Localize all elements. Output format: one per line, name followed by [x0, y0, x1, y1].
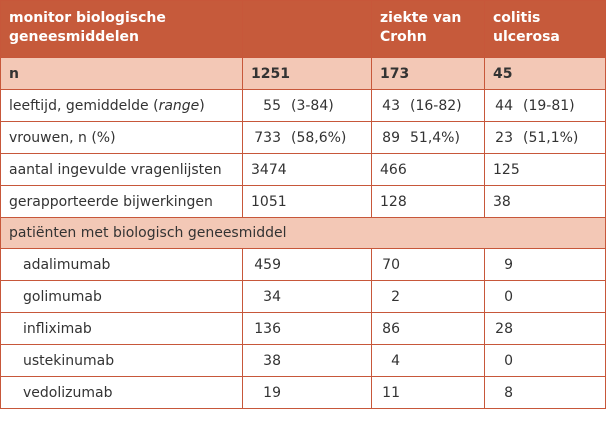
drug-name: golimumab	[1, 281, 243, 313]
drug-total: 459	[251, 257, 281, 273]
drug-crohn-cell: 86	[372, 313, 485, 345]
drug-crohn: 86	[380, 321, 400, 337]
questionnaires-label: aantal ingevulde vragenlijsten	[1, 154, 243, 186]
drug-total-cell: 19	[243, 377, 372, 409]
section-label: patiënten met biologisch geneesmiddel	[1, 218, 606, 249]
age-colitis: 44	[493, 98, 513, 114]
table-row: ustekinumab 38 4 0	[1, 345, 606, 377]
table-row: golimumab 34 2 0	[1, 281, 606, 313]
header-title: monitor biologische geneesmiddelen	[1, 1, 243, 58]
drug-colitis: 9	[493, 257, 513, 273]
drug-name: infliximab	[1, 313, 243, 345]
age-colitis-cell: 44 (19-81)	[485, 90, 606, 122]
table-row: adalimumab 459 70 9	[1, 249, 606, 281]
women-crohn: 89	[380, 130, 400, 146]
questionnaires-row: aantal ingevulde vragenlijsten 3474 466 …	[1, 154, 606, 186]
women-total: 733	[251, 130, 281, 146]
side-effects-label: gerapporteerde bijwerkingen	[1, 186, 243, 218]
drug-total: 136	[251, 321, 281, 337]
age-label: leeftijd, gemiddelde (range)	[1, 90, 243, 122]
n-label: n	[1, 58, 243, 90]
drug-crohn: 11	[380, 385, 400, 401]
drug-crohn-cell: 70	[372, 249, 485, 281]
drug-colitis: 8	[493, 385, 513, 401]
women-colitis: 23	[493, 130, 513, 146]
age-colitis-range: (19-81)	[523, 98, 575, 114]
drug-colitis-cell: 0	[485, 345, 606, 377]
age-total-range: (3-84)	[291, 98, 334, 114]
n-row: n 1251 173 45	[1, 58, 606, 90]
n-total: 1251	[243, 58, 372, 90]
drug-colitis-cell: 9	[485, 249, 606, 281]
drug-name: adalimumab	[1, 249, 243, 281]
header-crohn: ziekte van Crohn	[372, 1, 485, 58]
women-label: vrouwen, n (%)	[1, 122, 243, 154]
age-total-cell: 55 (3-84)	[243, 90, 372, 122]
women-colitis-pct: (51,1%)	[523, 130, 578, 146]
side-effects-total: 1051	[243, 186, 372, 218]
women-total-cell: 733 (58,6%)	[243, 122, 372, 154]
drug-total: 34	[251, 289, 281, 305]
drug-colitis-cell: 0	[485, 281, 606, 313]
age-crohn-cell: 43 (16-82)	[372, 90, 485, 122]
women-total-pct: (58,6%)	[291, 130, 346, 146]
drug-total-cell: 136	[243, 313, 372, 345]
n-colitis: 45	[485, 58, 606, 90]
side-effects-crohn: 128	[372, 186, 485, 218]
women-colitis-cell: 23 (51,1%)	[485, 122, 606, 154]
drug-total: 38	[251, 353, 281, 369]
drug-total-cell: 34	[243, 281, 372, 313]
drug-total-cell: 459	[243, 249, 372, 281]
n-crohn: 173	[372, 58, 485, 90]
section-row: patiënten met biologisch geneesmiddel	[1, 218, 606, 249]
biologics-monitor-table: monitor biologische geneesmiddelen ziekt…	[0, 0, 606, 409]
side-effects-colitis: 38	[485, 186, 606, 218]
age-label-suffix: )	[199, 98, 204, 114]
table-row: infliximab 136 86 28	[1, 313, 606, 345]
drug-crohn: 70	[380, 257, 400, 273]
age-total: 55	[251, 98, 281, 114]
drug-total: 19	[251, 385, 281, 401]
age-row: leeftijd, gemiddelde (range) 55 (3-84) 43…	[1, 90, 606, 122]
drug-crohn: 4	[380, 353, 400, 369]
table-row: vedolizumab 19 11 8	[1, 377, 606, 409]
drug-name: vedolizumab	[1, 377, 243, 409]
drug-colitis: 28	[493, 321, 513, 337]
women-crohn-cell: 89 51,4%)	[372, 122, 485, 154]
header-total	[243, 1, 372, 58]
age-crohn-range: (16-82)	[410, 98, 462, 114]
drug-crohn-cell: 2	[372, 281, 485, 313]
drug-total-cell: 38	[243, 345, 372, 377]
drug-name: ustekinumab	[1, 345, 243, 377]
age-label-prefix: leeftijd, gemiddelde (	[9, 98, 159, 114]
questionnaires-crohn: 466	[372, 154, 485, 186]
table-header-row: monitor biologische geneesmiddelen ziekt…	[1, 1, 606, 58]
drug-colitis: 0	[493, 289, 513, 305]
header-colitis: colitis ulcerosa	[485, 1, 606, 58]
women-row: vrouwen, n (%) 733 (58,6%) 89 51,4%) 23 (51…	[1, 122, 606, 154]
questionnaires-total: 3474	[243, 154, 372, 186]
age-crohn: 43	[380, 98, 400, 114]
women-crohn-pct: 51,4%)	[410, 130, 460, 146]
drug-crohn-cell: 11	[372, 377, 485, 409]
drug-colitis: 0	[493, 353, 513, 369]
drug-crohn-cell: 4	[372, 345, 485, 377]
age-label-italic: range	[159, 98, 200, 114]
drug-crohn: 2	[380, 289, 400, 305]
drug-colitis-cell: 28	[485, 313, 606, 345]
drug-colitis-cell: 8	[485, 377, 606, 409]
questionnaires-colitis: 125	[485, 154, 606, 186]
side-effects-row: gerapporteerde bijwerkingen 1051 128 38	[1, 186, 606, 218]
